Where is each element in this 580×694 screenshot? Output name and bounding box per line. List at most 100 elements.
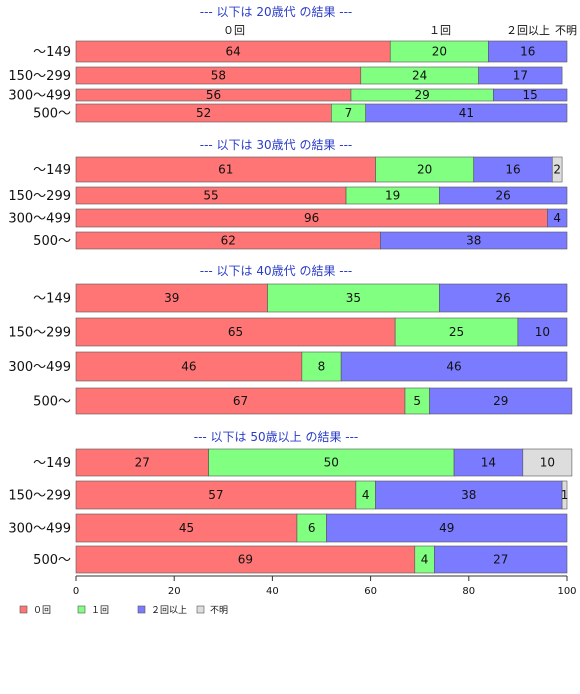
bar-segment-twice-plus: [340, 351, 568, 382]
data-label: 25: [449, 325, 464, 339]
x-axis: 0 20 40 60 80 100: [73, 575, 577, 597]
bar-segment-once: [375, 156, 475, 183]
category-label: ～149: [33, 456, 71, 471]
data-label: 10: [535, 325, 550, 339]
legend-swatch: [77, 605, 86, 614]
bar-segment-once: [296, 513, 327, 543]
category-label: 150～299: [8, 69, 71, 84]
bar-segment-unknown: [561, 480, 568, 510]
bar-segment-zero: [75, 448, 209, 477]
data-label: 41: [459, 106, 474, 120]
bar-segment-zero: [75, 317, 396, 347]
bar-segment-zero: [75, 387, 406, 415]
bar-segment-twice-plus: [547, 208, 568, 228]
category-label: ～149: [33, 45, 71, 60]
data-label: 58: [211, 69, 226, 83]
data-label: 5: [413, 394, 421, 408]
data-label: 50: [324, 456, 339, 470]
data-label: 62: [221, 234, 236, 248]
column-header-twice-plus: ２回以上: [506, 24, 550, 37]
data-label: 64: [225, 45, 240, 59]
data-label: 96: [304, 211, 319, 225]
data-label: 26: [496, 189, 511, 203]
data-label: 16: [520, 45, 535, 59]
data-label: 19: [385, 189, 400, 203]
bar-segment-twice-plus: [478, 66, 563, 85]
data-label: 67: [233, 394, 248, 408]
data-label: 2: [553, 163, 561, 177]
bar-segment-zero: [75, 351, 303, 382]
x-tick-label: 100: [557, 586, 576, 597]
bar-segment-twice-plus: [375, 480, 563, 510]
bar-segment-twice-plus: [439, 283, 568, 313]
bar-segment-twice-plus: [434, 545, 568, 574]
bar-segment-zero: [75, 513, 298, 543]
data-label: 65: [228, 325, 243, 339]
data-label: 38: [461, 488, 476, 502]
data-label: 45: [179, 521, 194, 535]
data-label: 55: [203, 189, 218, 203]
bar-segment-zero: [75, 156, 376, 183]
category-label: 150～299: [8, 326, 71, 341]
data-label: 24: [412, 69, 427, 83]
category-label: 500～: [33, 234, 71, 249]
column-header-zero: ０回: [223, 24, 245, 37]
panel-title: --- 以下は 50歳以上 の結果 ---: [194, 430, 359, 444]
data-label: 16: [505, 163, 520, 177]
bar-segment-twice-plus: [488, 40, 568, 63]
bar-segment-twice-plus: [439, 186, 568, 205]
data-label: 29: [493, 394, 508, 408]
legend-swatch: [19, 605, 28, 614]
x-tick-label: 20: [168, 586, 181, 597]
bar-segment-unknown: [551, 156, 563, 183]
panel-3: --- 以下は 40歳代 の結果 --- ～149 39 35 26 150～299 65 2…: [8, 264, 573, 415]
category-label: 150～299: [8, 189, 71, 204]
legend-label: ２回以上: [151, 605, 187, 616]
data-label: 39: [164, 291, 179, 305]
data-label: 8: [318, 360, 326, 374]
bar-segment-zero: [75, 283, 268, 313]
column-header-unknown: 不明: [555, 24, 577, 37]
data-label: 20: [432, 45, 447, 59]
panel-4: --- 以下は 50歳以上 の結果 ---～149 27 50 14 10150～299…: [8, 430, 573, 574]
category-label: 300～499: [8, 522, 71, 537]
data-label: 56: [206, 88, 221, 102]
data-label: 7: [345, 106, 353, 120]
data-label: 6: [308, 521, 316, 535]
panel-1: --- 以下は 20歳代 の結果 --- ～149 64 20 16 150～299 58 2…: [8, 5, 568, 123]
data-label: 15: [523, 88, 538, 102]
column-header-once: １回: [429, 24, 451, 37]
legend-swatch: [137, 605, 146, 614]
x-tick-label: 80: [462, 586, 475, 597]
data-label: 61: [218, 163, 233, 177]
bar-segment-once: [404, 387, 430, 415]
data-label: 10: [540, 456, 555, 470]
panel-title: --- 以下は 20歳代 の結果 ---: [200, 5, 353, 19]
data-label: 17: [513, 69, 528, 83]
bar-segment-zero: [75, 480, 357, 510]
category-label: 500～: [33, 395, 71, 410]
category-label: 500～: [33, 553, 71, 568]
panel-title: --- 以下は 40歳代 の結果 ---: [200, 264, 353, 278]
bar-segment-twice-plus: [473, 156, 553, 183]
bar-segment-twice-plus: [326, 513, 568, 543]
legend-label: 不明: [210, 605, 228, 616]
data-label: 29: [415, 88, 430, 102]
bar-segment-once: [267, 283, 440, 313]
data-label: 4: [421, 553, 429, 567]
data-label: 52: [196, 106, 211, 120]
x-tick-label: 60: [364, 586, 377, 597]
data-label: 27: [135, 456, 150, 470]
legend-label: １回: [91, 605, 109, 616]
data-label: 4: [553, 211, 561, 225]
data-label: 57: [208, 488, 223, 502]
legend: ０回 １回 ２回以上 不明: [19, 605, 228, 616]
bar-segment-twice-plus: [380, 231, 568, 250]
panel-2: --- 以下は 30歳代 の結果 --- ～149 61 20 16 2 150～299 55…: [8, 138, 568, 250]
panel-title: --- 以下は 30歳代 の結果 ---: [200, 138, 353, 152]
x-tick-label: 0: [73, 586, 79, 597]
bar-segment-twice-plus: [517, 317, 568, 347]
category-label: 300～499: [8, 89, 71, 104]
category-label: 500～: [33, 107, 71, 122]
